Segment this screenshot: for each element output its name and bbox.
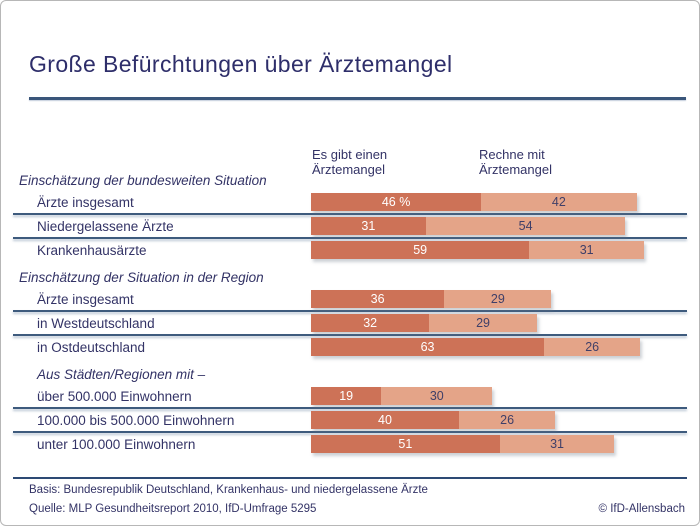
footer-copyright: © IfD-Allensbach: [598, 503, 685, 515]
page-title: Große Befürchtungen über Ärztemangel: [29, 51, 453, 77]
chart-row: Ärzte insgesamt 36 29: [13, 288, 687, 310]
row-separator: [13, 237, 687, 239]
stacked-bar: 40 26: [311, 411, 556, 429]
chart-area: Einschätzung der bundesweiten Situation Ä…: [13, 169, 687, 455]
row-label: in Ostdeutschland: [37, 339, 146, 355]
column-header-line: Rechne mit: [479, 147, 545, 162]
row-label: Ärzte insgesamt: [37, 194, 134, 210]
stacked-bar: 19 30: [311, 387, 493, 405]
bar-segment-primary: 40: [311, 411, 459, 429]
bar-segment-secondary: 26: [459, 411, 556, 429]
bar-segment-primary: 36: [311, 290, 445, 308]
row-label: Niedergelassene Ärzte: [37, 218, 174, 234]
bar-segment-secondary: 29: [444, 290, 552, 308]
column-header-secondary: Rechne mit Ärztemangel: [479, 147, 552, 177]
row-separator: [13, 431, 687, 433]
column-header-line: Ärztemangel: [312, 162, 385, 177]
bar-segment-secondary: 42: [481, 193, 637, 211]
column-header-line: Ärztemangel: [479, 162, 552, 177]
row-separator: [13, 334, 687, 336]
bar-segment-secondary: 29: [429, 314, 537, 332]
row-label: in Westdeutschland: [37, 315, 155, 331]
stacked-bar: 51 31: [311, 435, 615, 453]
chart-row: in Westdeutschland 32 29: [13, 312, 687, 334]
bar-segment-secondary: 31: [499, 435, 615, 453]
chart-row: Niedergelassene Ärzte 31 54: [13, 215, 687, 237]
chart-row: in Ostdeutschland 63 26: [13, 336, 687, 358]
row-separator: [13, 310, 687, 312]
bar-segment-secondary: 54: [425, 217, 626, 235]
stacked-bar: 36 29: [311, 290, 552, 308]
bar-segment-secondary: 31: [529, 241, 644, 259]
stacked-bar: 31 54: [311, 217, 626, 235]
row-label: Krankenhausärzte: [37, 242, 147, 258]
row-label: Ärzte insgesamt: [37, 291, 134, 307]
bar-segment-secondary: 30: [381, 387, 493, 405]
row-separator: [13, 407, 687, 409]
section-header: Einschätzung der bundesweiten Situation: [19, 172, 267, 188]
row-label: 100.000 bis 500.000 Einwohnern: [37, 412, 235, 428]
bar-segment-primary: 32: [311, 314, 430, 332]
bar-segment-primary: 19: [311, 387, 382, 405]
title-rule: [29, 97, 686, 100]
bar-segment-secondary: 26: [544, 338, 641, 356]
row-separator: [13, 213, 687, 215]
stacked-bar: 32 29: [311, 314, 537, 332]
footer-source: Quelle: MLP Gesundheitsreport 2010, IfD-…: [29, 503, 317, 515]
bar-segment-primary: 31: [311, 217, 426, 235]
bar-segment-primary: 46 %: [311, 193, 482, 211]
stacked-bar: 59 31: [311, 241, 644, 259]
stacked-bar: 63 26: [311, 338, 641, 356]
bar-segment-primary: 59: [311, 241, 530, 259]
bar-segment-primary: 51: [311, 435, 500, 453]
bar-segment-primary: 63: [311, 338, 545, 356]
section-header: Aus Städten/Regionen mit –: [37, 366, 206, 382]
row-label: unter 100.000 Einwohnern: [37, 436, 196, 452]
row-label: über 500.000 Einwohnern: [37, 388, 192, 404]
footer-rule: [13, 477, 687, 479]
stacked-bar: 46 % 42: [311, 193, 637, 211]
chart-row: Krankenhausärzte 59 31: [13, 239, 687, 261]
chart-row: unter 100.000 Einwohnern 51 31: [13, 433, 687, 455]
section-header: Einschätzung der Situation in der Region: [19, 269, 264, 285]
column-header-primary: Es gibt einen Ärztemangel: [312, 147, 387, 177]
chart-row: über 500.000 Einwohnern 19 30: [13, 385, 687, 407]
footer-basis: Basis: Bundesrepublik Deutschland, Krank…: [29, 484, 428, 496]
chart-row: 100.000 bis 500.000 Einwohnern 40 26: [13, 409, 687, 431]
column-header-line: Es gibt einen: [312, 147, 388, 162]
chart-row: Ärzte insgesamt 46 % 42: [13, 191, 687, 213]
